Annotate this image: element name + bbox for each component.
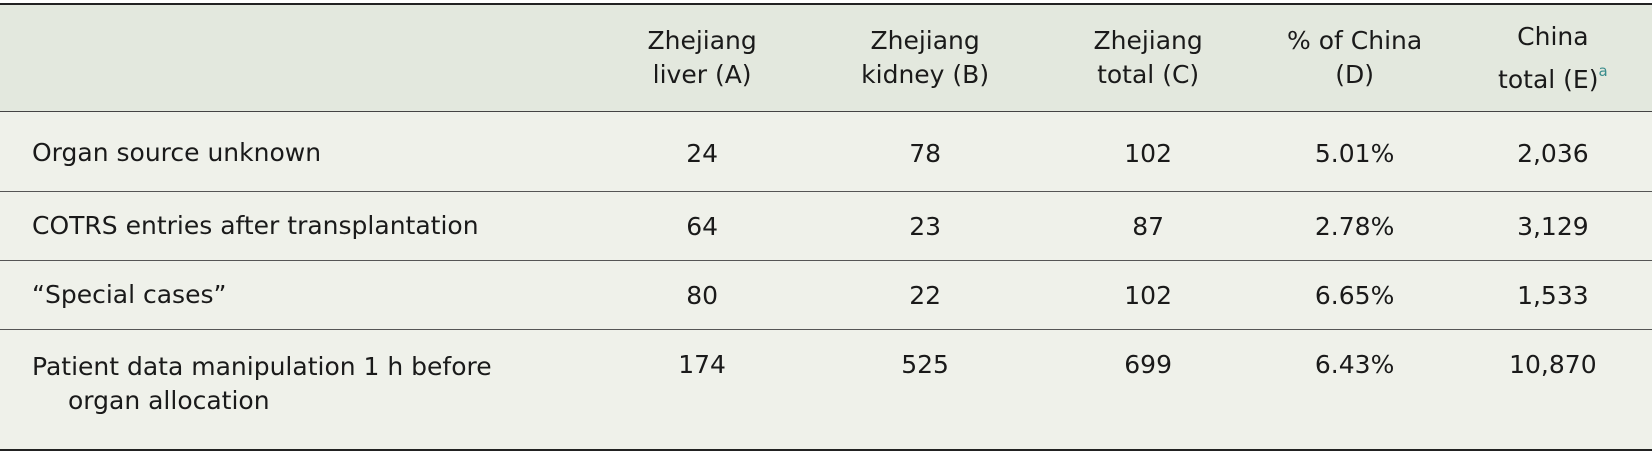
cell: 80 (595, 261, 810, 330)
header-line: Zhejiang (870, 26, 980, 55)
row-label: “Special cases” (0, 261, 595, 330)
cell: 23 (809, 192, 1040, 261)
header-line: % of China (1287, 26, 1423, 55)
table-row: “Special cases” 80 22 102 6.65% 1,533 (0, 260, 1652, 330)
row-label: COTRS entries after transplantation (0, 192, 595, 261)
cell: 24 (595, 112, 810, 192)
cell-text: 1,533 (1517, 280, 1589, 310)
footnote-marker: a (1598, 61, 1608, 80)
cell-text: 102 (1124, 138, 1172, 168)
cell: 174 (595, 330, 810, 451)
cell-text: 5.01% (1314, 138, 1395, 168)
cell: 78 (809, 112, 1040, 192)
header-empty (0, 4, 595, 112)
cell-text: 23 (909, 211, 942, 241)
cell-text: 102 (1124, 280, 1172, 310)
row-label-text: COTRS entries after transplantation (32, 211, 479, 240)
cell: 22 (809, 261, 1040, 330)
cell-text: 10,870 (1509, 350, 1597, 379)
cell-text: 525 (901, 350, 949, 379)
header-line: China (1517, 21, 1589, 51)
header-line: total (C) (1097, 60, 1200, 89)
header-line: Zhejiang (647, 26, 757, 55)
header-cell: China total (E)a (1454, 4, 1652, 112)
cell: 699 (1041, 330, 1256, 451)
cell: 2,036 (1454, 112, 1652, 192)
row-label-text: Patient data manipulation 1 h before org… (32, 352, 492, 415)
cell: 3,129 (1454, 192, 1652, 261)
header-cell: Zhejiang kidney (B) (809, 4, 1040, 112)
cell-text: 2.78% (1314, 211, 1395, 241)
cell: 1,533 (1454, 261, 1652, 330)
table-row: Organ source unknown 24 78 102 5.01% 2,036 (0, 111, 1652, 192)
cell: 5.01% (1256, 112, 1454, 192)
header-line: liver (A) (652, 60, 752, 89)
cell: 6.43% (1256, 330, 1454, 451)
cell-text: 2,036 (1517, 138, 1589, 168)
cell-text: 80 (686, 280, 719, 310)
cell: 10,870 (1454, 330, 1652, 451)
cell-text: 78 (909, 138, 942, 168)
cell-text: 6.43% (1314, 350, 1395, 379)
cell-text: 6.65% (1314, 280, 1395, 310)
header-cell: Zhejiang total (C) (1041, 4, 1256, 112)
cell: 87 (1041, 192, 1256, 261)
cell: 2.78% (1256, 192, 1454, 261)
cell: 64 (595, 192, 810, 261)
table-row: Patient data manipulation 1 h before org… (0, 329, 1652, 451)
table-row: COTRS entries after transplantation 64 23 8… (0, 191, 1652, 261)
header-cell: Zhejiang liver (A) (595, 4, 810, 112)
header-line: kidney (B) (861, 60, 990, 89)
cell-text: 22 (909, 280, 942, 310)
header-line: (D) (1335, 60, 1374, 89)
cell-text: 64 (686, 211, 719, 241)
header-row: Zhejiang liver (A) Zhejiang kidney (B) Zheji… (0, 4, 1652, 112)
row-label: Patient data manipulation 1 h before org… (0, 330, 595, 451)
cell: 102 (1041, 112, 1256, 192)
cell-text: 699 (1124, 350, 1172, 379)
cell: 6.65% (1256, 261, 1454, 330)
cell-text: 24 (686, 138, 719, 168)
cell: 102 (1041, 261, 1256, 330)
cell-text: 87 (1132, 211, 1165, 241)
row-label: Organ source unknown (0, 112, 595, 192)
row-label-text: “Special cases” (32, 280, 227, 309)
cell-text: 174 (678, 350, 726, 379)
cell-text: 3,129 (1517, 211, 1589, 241)
header-line: total (E) (1498, 64, 1599, 94)
table-body: Organ source unknown 24 78 102 5.01% 2,036 COT… (0, 111, 1652, 451)
data-table: Zhejiang liver (A) Zhejiang kidney (B) Zheji… (0, 3, 1652, 451)
header-cell: % of China (D) (1256, 4, 1454, 112)
header-line: Zhejiang (1093, 26, 1203, 55)
cell: 525 (809, 330, 1040, 451)
table-header: Zhejiang liver (A) Zhejiang kidney (B) Zheji… (0, 4, 1652, 112)
row-label-text: Organ source unknown (32, 138, 322, 167)
